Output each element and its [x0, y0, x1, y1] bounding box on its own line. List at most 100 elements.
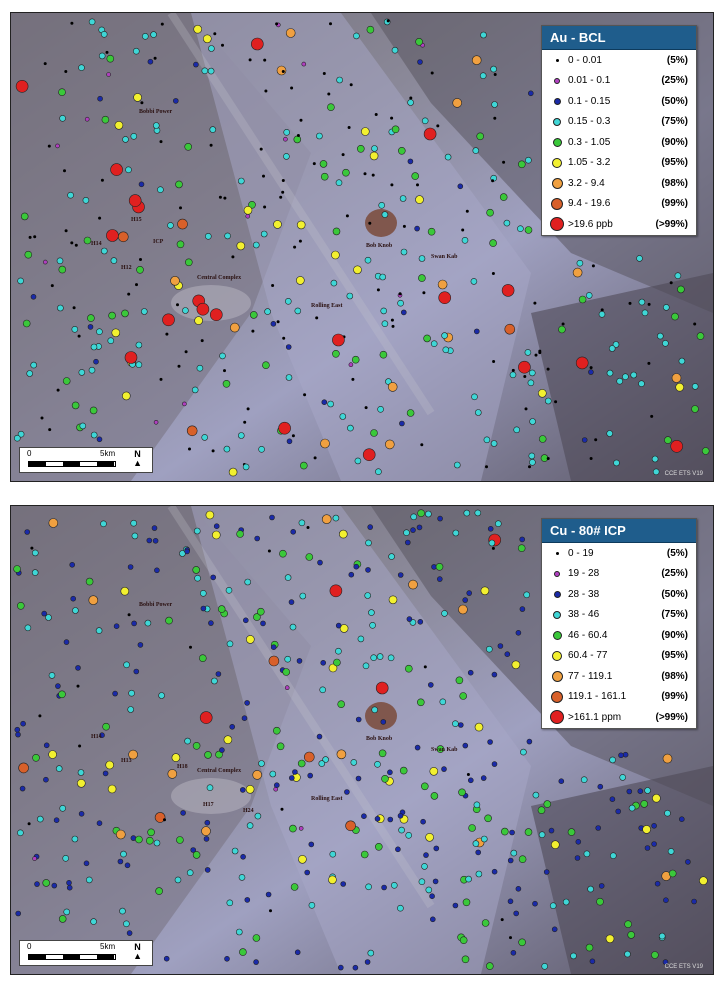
- sample-point: [238, 177, 245, 185]
- sample-point: [45, 614, 52, 621]
- sample-point: [254, 535, 260, 542]
- sample-point: [640, 800, 649, 808]
- sample-point: [110, 257, 118, 264]
- sample-point: [308, 841, 315, 848]
- sample-point: [135, 283, 138, 287]
- sample-point: [296, 220, 306, 230]
- sample-point: [436, 745, 445, 753]
- sample-point: [580, 776, 588, 784]
- sample-point: [538, 831, 546, 839]
- sample-point: [123, 920, 130, 928]
- sample-point: [66, 884, 73, 891]
- sample-point: [364, 592, 372, 599]
- sample-point: [605, 934, 615, 944]
- sample-point: [574, 855, 581, 861]
- sample-point: [211, 449, 215, 453]
- sample-point: [486, 208, 494, 217]
- sample-point: [355, 775, 362, 782]
- sample-point: [338, 529, 348, 539]
- sample-point: [270, 320, 277, 327]
- sample-point: [219, 352, 226, 360]
- sample-point: [430, 71, 434, 75]
- sample-point: [244, 700, 250, 706]
- sample-point: [462, 597, 469, 603]
- sample-point: [162, 313, 175, 327]
- sample-point: [71, 325, 79, 333]
- legend-percentile: (5%): [666, 547, 688, 559]
- sample-point: [40, 416, 44, 420]
- sample-point: [288, 775, 295, 781]
- sample-point: [511, 368, 515, 372]
- sample-point: [551, 926, 558, 933]
- sample-point: [272, 726, 281, 735]
- sample-point: [441, 766, 447, 772]
- sample-point: [567, 828, 576, 836]
- sample-point: [488, 539, 496, 547]
- sample-point: [95, 627, 103, 634]
- sample-point: [53, 817, 60, 824]
- sample-point: [425, 886, 433, 894]
- sample-point: [691, 898, 697, 905]
- sample-point: [139, 258, 142, 261]
- sample-point: [273, 220, 282, 229]
- sample-point: [83, 236, 92, 245]
- sample-point: [671, 312, 679, 321]
- sample-point: [513, 910, 520, 917]
- sample-point: [281, 190, 285, 194]
- sample-point: [463, 509, 471, 517]
- sample-point: [664, 809, 671, 817]
- sample-point: [186, 425, 198, 437]
- sample-point: [479, 72, 487, 80]
- sample-point: [399, 420, 405, 427]
- sample-point: [177, 218, 188, 230]
- sample-point: [188, 447, 191, 451]
- sample-point: [165, 616, 173, 625]
- sample-point: [24, 624, 32, 632]
- sample-point: [417, 619, 424, 625]
- sample-point: [644, 845, 651, 851]
- sample-point: [538, 351, 542, 355]
- sample-point: [248, 58, 252, 62]
- sample-point: [268, 655, 280, 667]
- sample-point: [404, 664, 413, 673]
- sample-point: [585, 943, 594, 952]
- sample-point: [236, 928, 243, 936]
- sample-point: [429, 916, 436, 923]
- sample-point: [154, 567, 160, 574]
- sample-point: [38, 714, 42, 718]
- sample-point: [499, 193, 508, 201]
- sample-point: [253, 959, 259, 965]
- sample-point: [523, 591, 531, 599]
- sample-point: [331, 250, 340, 260]
- sample-point: [360, 127, 370, 136]
- sample-point: [147, 828, 155, 837]
- legend-percentile: (95%): [661, 157, 688, 169]
- sample-point: [105, 760, 114, 770]
- sample-point: [79, 422, 87, 430]
- sample-point: [31, 569, 39, 576]
- sample-point: [457, 183, 464, 190]
- sample-point: [85, 577, 94, 586]
- sample-point: [378, 202, 386, 209]
- place-label: Central Complex: [197, 275, 242, 281]
- legend-percentile: (98%): [661, 670, 688, 682]
- north-label: N: [134, 449, 141, 459]
- sample-point: [34, 881, 40, 887]
- sample-point: [24, 250, 33, 259]
- sample-point: [30, 546, 34, 550]
- place-label: Bob Knob: [366, 243, 393, 249]
- sample-point: [90, 918, 97, 925]
- sample-point: [17, 430, 25, 438]
- sample-point: [36, 815, 44, 823]
- sample-point: [32, 754, 40, 762]
- sample-point: [42, 259, 48, 265]
- sample-point: [429, 893, 435, 900]
- sample-point: [62, 854, 70, 862]
- sample-point: [219, 747, 225, 753]
- sample-point: [398, 826, 405, 834]
- sample-point: [204, 819, 211, 826]
- sample-point: [504, 651, 511, 657]
- legend-symbol-icon: [546, 690, 568, 703]
- sample-point: [159, 377, 163, 381]
- sample-point: [480, 31, 487, 39]
